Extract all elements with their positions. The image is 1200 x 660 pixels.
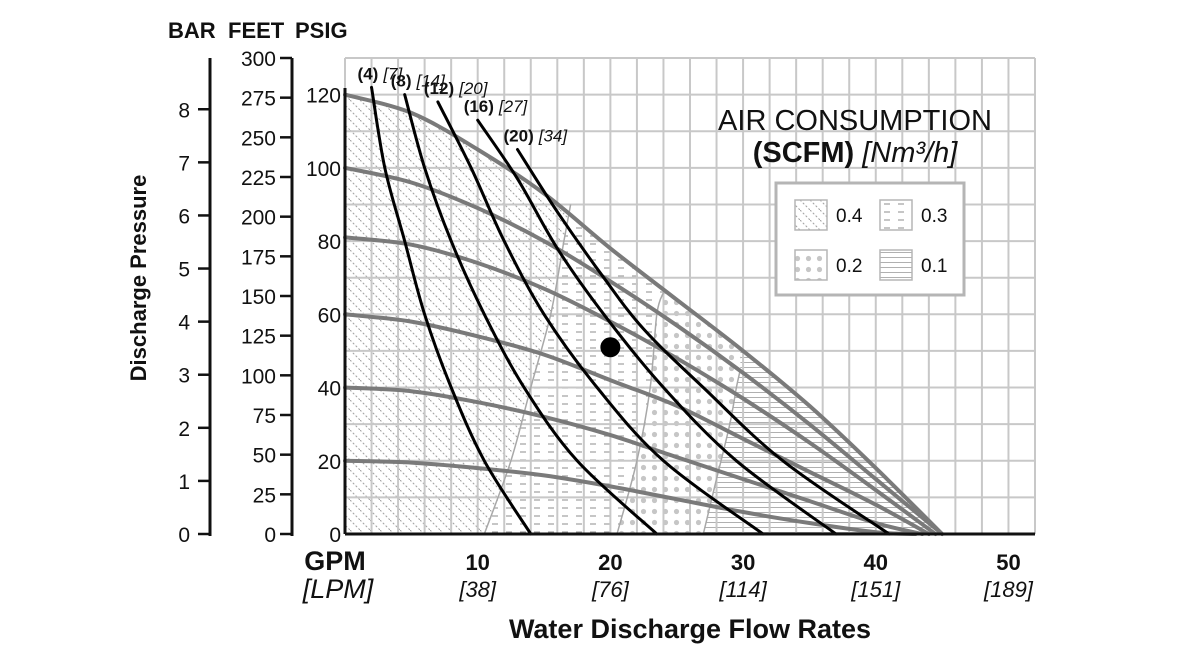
air-consumption-curve bbox=[476, 118, 838, 536]
air-consumption-labels: (4) [7](8) [14](12) [20](16) [27] (20) [34] bbox=[358, 64, 569, 145]
curve-label-scfm: (8) bbox=[391, 72, 412, 91]
legend: 0.4 0.3 0.2 0.1 bbox=[774, 181, 966, 297]
subtitle-scfm: (SCFM) bbox=[753, 137, 854, 169]
x-unit-lpm: [LPM] bbox=[302, 574, 375, 604]
psig-tick-label: 100 bbox=[306, 158, 341, 181]
legend-swatch-0.4 bbox=[794, 199, 828, 231]
psig-tick-label: 60 bbox=[318, 304, 341, 327]
psig-tick-label: 20 bbox=[318, 451, 341, 474]
curve-label-nm3h: [7] bbox=[382, 64, 403, 83]
curve-label-nm3h: [20] bbox=[458, 79, 489, 98]
feet-tick-label: 50 bbox=[253, 445, 276, 468]
bar-ticks: 0 1 2 3 4 5 6 7 8 bbox=[178, 99, 210, 547]
curve-label-scfm: (4) bbox=[358, 64, 379, 83]
air-consumption-curve bbox=[403, 93, 659, 536]
curve-label: (16) [27] bbox=[464, 97, 529, 116]
chart-title: AIR CONSUMPTION bbox=[718, 105, 992, 137]
curve-label-nm3h: [27] bbox=[498, 97, 529, 116]
curve-label-nm3h: [14] bbox=[415, 72, 446, 91]
feet-axis-header: FEET bbox=[228, 18, 285, 43]
pressure-curve bbox=[343, 235, 938, 536]
curve-label-scfm: (12) bbox=[424, 79, 454, 98]
feet-tick-label: 25 bbox=[253, 484, 276, 507]
feet-tick-label: 100 bbox=[241, 365, 276, 388]
feet-tick-label: 75 bbox=[253, 405, 276, 428]
curve-label: (12) [20] bbox=[424, 79, 489, 98]
curve-label-nm3h: [34] bbox=[538, 127, 569, 146]
bar-tick-label: 7 bbox=[178, 152, 190, 175]
y-axis-label: Discharge Pressure bbox=[126, 175, 151, 382]
air-consumption-curves bbox=[370, 85, 891, 536]
bar-tick-label: 8 bbox=[178, 99, 190, 122]
pressure-curve bbox=[343, 165, 945, 536]
legend-swatch-0.2 bbox=[794, 249, 828, 281]
bar-tick-label: 4 bbox=[178, 312, 190, 335]
bar-tick-label: 1 bbox=[178, 471, 190, 494]
bar-tick-label: 2 bbox=[178, 418, 190, 441]
bar-tick-label: 6 bbox=[178, 205, 190, 228]
feet-tick-label: 150 bbox=[241, 286, 276, 309]
psig-tick-label: 0 bbox=[329, 524, 341, 547]
x-tick-lpm: [151] bbox=[850, 577, 901, 602]
subtitle-nm3h: [Nm³/h] bbox=[861, 137, 958, 169]
x-tick-gpm: 10 bbox=[465, 550, 489, 575]
feet-tick-label: 125 bbox=[241, 326, 276, 349]
zone-0.4 bbox=[345, 94, 571, 534]
psig-tick-label: 120 bbox=[306, 85, 341, 108]
x-axis-label: Water Discharge Flow Rates bbox=[509, 614, 871, 644]
feet-tick-label: 175 bbox=[241, 246, 276, 269]
pressure-curve bbox=[343, 312, 931, 536]
chart-subtitle: (SCFM) [Nm³/h] bbox=[753, 137, 959, 169]
bar-tick-label: 5 bbox=[178, 259, 190, 282]
x-tick-lpm: [38] bbox=[458, 577, 497, 602]
curve-label: (20) [34] bbox=[504, 127, 569, 146]
feet-tick-label: 275 bbox=[241, 88, 276, 111]
legend-label-0.4: 0.4 bbox=[836, 206, 863, 227]
feet-tick-label: 250 bbox=[241, 127, 276, 150]
pressure-curve bbox=[343, 385, 925, 536]
legend-label-0.3: 0.3 bbox=[921, 206, 947, 227]
pressure-curve bbox=[343, 458, 918, 536]
bar-tick-label: 3 bbox=[178, 365, 190, 388]
curve-label-scfm: (20) bbox=[504, 127, 534, 146]
inlet-pressure-curves bbox=[343, 92, 945, 536]
air-consumption-curve bbox=[370, 85, 533, 536]
psig-ticks: 0 20 40 60 80 100 120 bbox=[306, 85, 341, 547]
curve-label-scfm: (16) bbox=[464, 97, 494, 116]
psig-tick-label: 40 bbox=[318, 378, 341, 401]
x-tick-gpm: 30 bbox=[731, 550, 755, 575]
pressure-curve bbox=[343, 92, 945, 536]
air-consumption-curve bbox=[436, 100, 765, 536]
x-unit-gpm: GPM bbox=[304, 546, 366, 576]
curve-label: (8) [14] bbox=[391, 72, 446, 91]
legend-label-0.2: 0.2 bbox=[836, 256, 862, 277]
bar-axis-header: BAR bbox=[168, 18, 216, 43]
x-tick-lpm: [114] bbox=[718, 577, 767, 602]
feet-tick-label: 0 bbox=[264, 524, 276, 547]
x-tick-lpm: [189] bbox=[983, 577, 1034, 602]
x-tick-gpm: 50 bbox=[996, 550, 1020, 575]
curve-label: (4) [7] bbox=[358, 64, 404, 83]
x-tick-lpm: [76] bbox=[591, 577, 630, 602]
air-consumption-curve bbox=[516, 148, 891, 536]
legend-swatch-0.1 bbox=[879, 249, 913, 281]
feet-tick-label: 300 bbox=[241, 48, 276, 71]
efficiency-boundary bbox=[616, 292, 665, 535]
psig-axis-header: PSIG bbox=[295, 18, 348, 43]
x-ticks: 10[38] 20[76] 30[114] 40[151] 50[189] bbox=[458, 550, 1033, 602]
bar-tick-label: 0 bbox=[178, 524, 190, 547]
feet-tick-label: 225 bbox=[241, 167, 276, 190]
x-tick-gpm: 40 bbox=[864, 550, 888, 575]
legend-swatch-0.3 bbox=[879, 199, 913, 231]
feet-tick-label: 200 bbox=[241, 207, 276, 230]
x-tick-gpm: 20 bbox=[598, 550, 622, 575]
psig-tick-label: 80 bbox=[318, 231, 341, 254]
example-operating-point bbox=[600, 337, 621, 358]
legend-label-0.1: 0.1 bbox=[921, 256, 947, 277]
feet-ticks: 0 25 50 75 100 125 150 175 200 225 250 275 300 bbox=[241, 48, 292, 547]
